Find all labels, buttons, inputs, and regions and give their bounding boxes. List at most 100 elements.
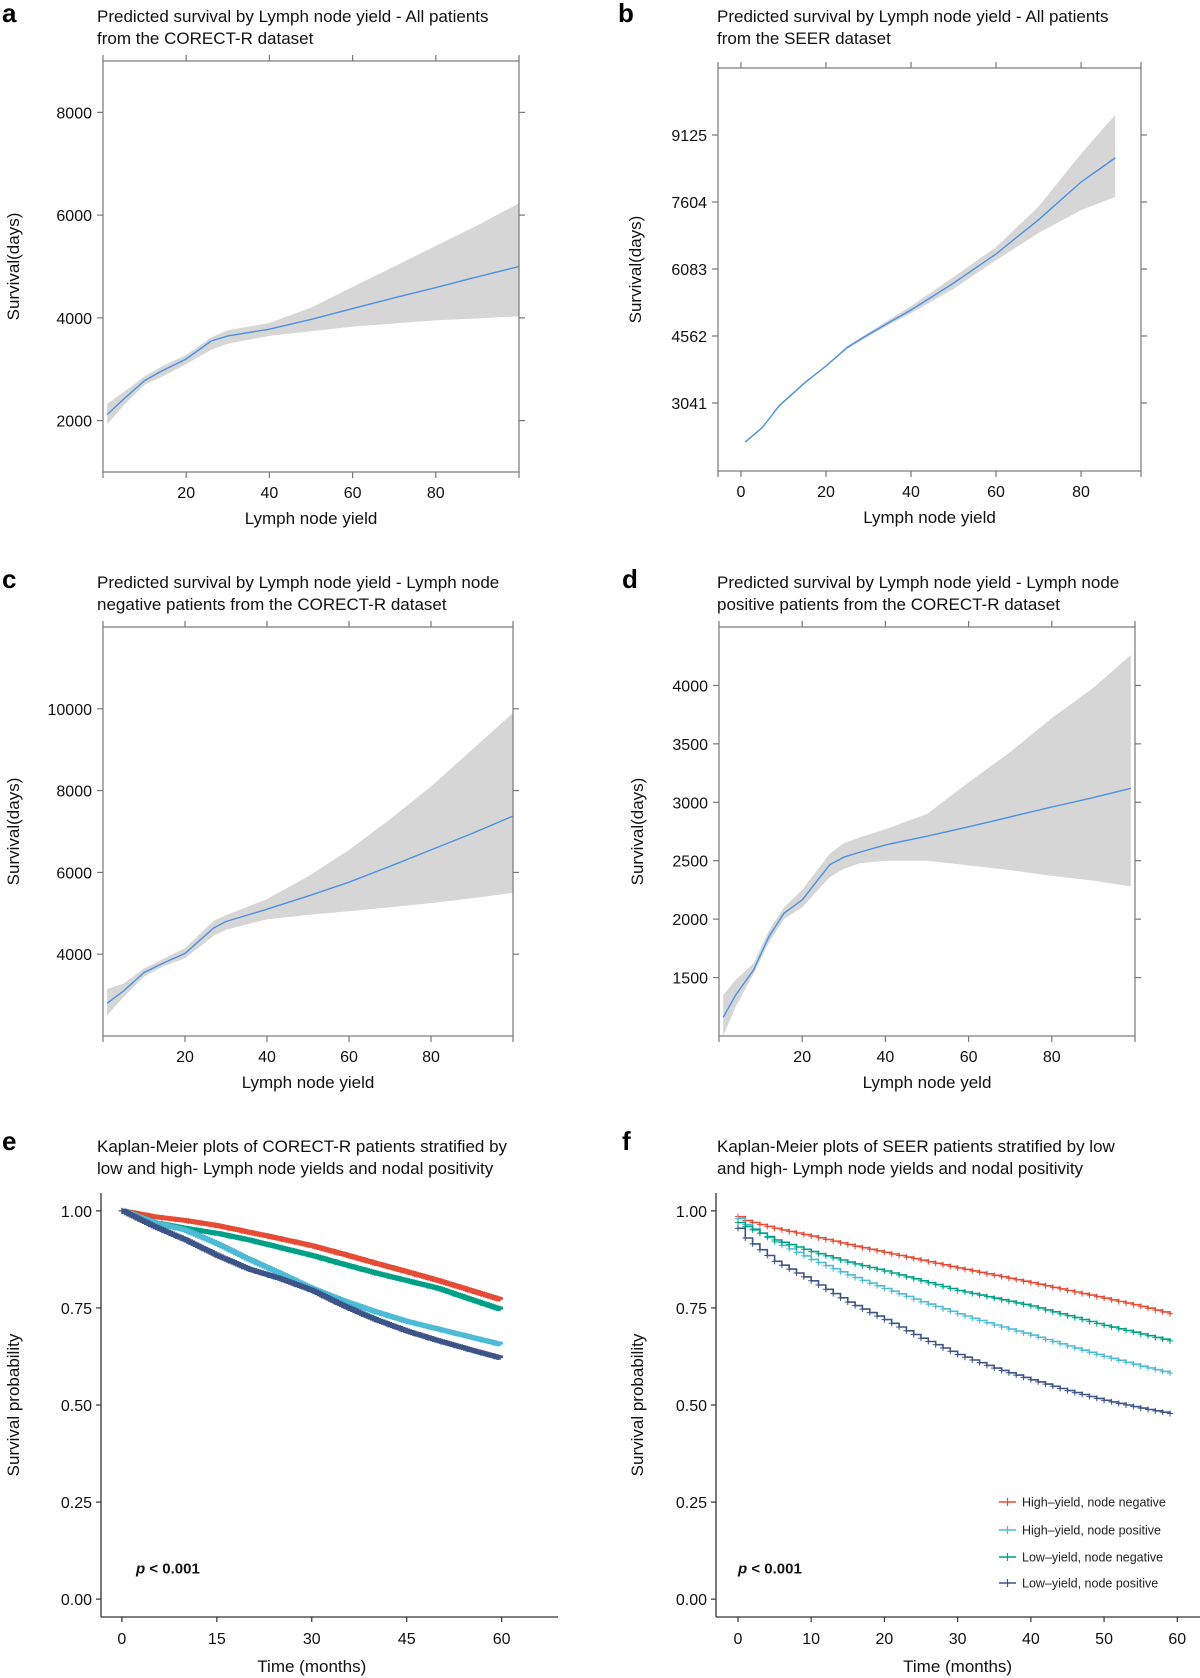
censor-mark bbox=[998, 1296, 1005, 1303]
censor-mark bbox=[947, 1263, 954, 1270]
censor-mark bbox=[198, 1245, 205, 1252]
censor-mark bbox=[118, 1207, 125, 1214]
censor-mark bbox=[251, 1259, 258, 1266]
censor-mark bbox=[211, 1240, 218, 1247]
censor-mark bbox=[304, 1251, 311, 1258]
censor-mark bbox=[961, 1354, 968, 1361]
censor-mark bbox=[437, 1326, 444, 1333]
censor-mark bbox=[815, 1259, 822, 1266]
censor-mark bbox=[225, 1246, 232, 1253]
censor-mark bbox=[477, 1336, 484, 1343]
censor-mark bbox=[991, 1322, 998, 1329]
censor-mark bbox=[859, 1306, 866, 1313]
y-axis-label: Survival(days) bbox=[4, 213, 23, 321]
censor-mark bbox=[1093, 1293, 1100, 1300]
y-tick-label: 3500 bbox=[672, 737, 708, 754]
censor-mark bbox=[1064, 1387, 1071, 1394]
censor-mark bbox=[771, 1236, 778, 1243]
x-tick-label: 40 bbox=[258, 1049, 276, 1066]
censor-mark bbox=[991, 1272, 998, 1279]
censor-mark bbox=[265, 1272, 272, 1279]
censor-mark bbox=[424, 1323, 431, 1330]
censor-mark bbox=[132, 1214, 139, 1221]
censor-mark bbox=[1093, 1320, 1100, 1327]
y-tick-label: 4000 bbox=[56, 311, 92, 328]
p-value-symbol: p bbox=[737, 1561, 747, 1578]
censor-mark bbox=[1093, 1395, 1100, 1402]
censor-mark bbox=[491, 1304, 498, 1311]
censor-mark bbox=[145, 1220, 152, 1227]
censor-mark bbox=[424, 1282, 431, 1289]
censor-mark bbox=[939, 1345, 946, 1351]
censor-mark bbox=[808, 1233, 815, 1240]
censor-mark bbox=[251, 1268, 258, 1275]
censor-mark bbox=[793, 1249, 800, 1256]
censor-mark bbox=[800, 1246, 807, 1253]
km-series bbox=[118, 1207, 503, 1347]
censor-mark bbox=[903, 1327, 910, 1334]
censor-mark bbox=[874, 1247, 881, 1254]
censor-mark bbox=[998, 1367, 1005, 1374]
censor-mark bbox=[331, 1248, 338, 1255]
censor-mark bbox=[331, 1298, 338, 1305]
x-tick-label: 30 bbox=[303, 1631, 321, 1648]
censor-mark bbox=[808, 1256, 815, 1263]
p-value-text: < 0.001 bbox=[145, 1561, 200, 1578]
x-axis-label: Time (months) bbox=[257, 1657, 366, 1676]
km-curve bbox=[121, 1208, 503, 1360]
censor-mark bbox=[947, 1348, 954, 1355]
censor-mark bbox=[278, 1276, 285, 1283]
censor-mark bbox=[983, 1319, 990, 1326]
x-axis-label: Lymph node yield bbox=[245, 509, 378, 528]
y-tick-label: 7604 bbox=[671, 195, 707, 212]
y-tick-label: 1500 bbox=[672, 971, 708, 988]
censor-mark bbox=[918, 1277, 925, 1284]
censor-mark bbox=[398, 1267, 405, 1274]
fit-line bbox=[106, 815, 514, 1004]
y-tick-label: 3041 bbox=[671, 396, 707, 413]
censor-mark bbox=[464, 1286, 471, 1293]
censor-mark bbox=[238, 1235, 245, 1242]
censor-mark bbox=[1042, 1306, 1049, 1313]
chart-title-line: Kaplan-Meier plots of SEER patients stra… bbox=[717, 1137, 1116, 1156]
y-tick-label: 6083 bbox=[671, 262, 707, 279]
censor-mark bbox=[1145, 1406, 1152, 1413]
censor-mark bbox=[1027, 1302, 1034, 1309]
x-tick-label: 60 bbox=[1168, 1631, 1186, 1648]
censor-mark bbox=[1079, 1316, 1086, 1323]
x-tick-label: 40 bbox=[877, 1049, 895, 1066]
censor-mark bbox=[371, 1316, 378, 1323]
censor-mark bbox=[1166, 1410, 1173, 1417]
chart-title-line: Kaplan-Meier plots of CORECT-R patients … bbox=[97, 1137, 508, 1156]
censor-mark bbox=[734, 1219, 741, 1226]
censor-mark bbox=[932, 1260, 939, 1267]
chart-title-line: negative patients from the CORECT-R data… bbox=[97, 595, 447, 614]
censor-mark bbox=[756, 1221, 763, 1228]
censor-mark bbox=[961, 1266, 968, 1273]
censor-mark bbox=[1049, 1308, 1056, 1315]
censor-mark bbox=[976, 1359, 983, 1366]
censor-mark bbox=[983, 1293, 990, 1300]
censor-mark bbox=[464, 1346, 471, 1353]
legend-label: High–yield, node negative bbox=[1022, 1496, 1166, 1510]
km-curve bbox=[121, 1208, 503, 1347]
x-tick-label: 10 bbox=[802, 1631, 820, 1648]
km-series bbox=[734, 1225, 1173, 1417]
censor-mark bbox=[844, 1299, 851, 1306]
censor-mark bbox=[1057, 1340, 1064, 1347]
censor-mark bbox=[800, 1231, 807, 1238]
x-tick-label: 60 bbox=[340, 1049, 358, 1066]
panel-e: e Kaplan-Meier plots of CORECT-R patients… bbox=[2, 1126, 558, 1676]
panel-label: e bbox=[2, 1126, 16, 1156]
x-tick-label: 60 bbox=[493, 1631, 511, 1648]
censor-mark bbox=[437, 1338, 444, 1345]
panel-c: c Predicted survival by Lymph node yield … bbox=[2, 564, 519, 1092]
censor-mark bbox=[411, 1270, 418, 1277]
censor-mark bbox=[358, 1256, 365, 1263]
censor-mark bbox=[225, 1257, 232, 1264]
censor-mark bbox=[976, 1292, 983, 1299]
censor-mark bbox=[358, 1304, 365, 1311]
censor-mark bbox=[1130, 1361, 1137, 1368]
censor-mark bbox=[398, 1276, 405, 1283]
censor-mark bbox=[1005, 1369, 1012, 1376]
